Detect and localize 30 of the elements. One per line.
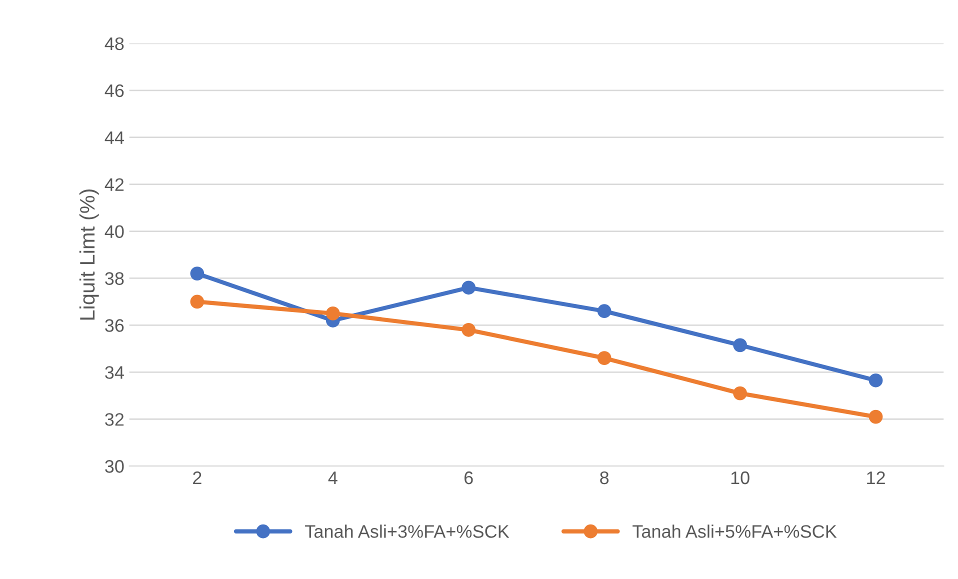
y-tick-label: 34 [105,366,124,379]
x-tick-label: 6 [464,471,473,484]
y-tick-label: 48 [104,37,124,50]
point [597,351,612,366]
point [733,338,747,352]
y-tick-label: 44 [104,131,124,144]
x-tick-label: 8 [600,471,609,484]
x-tick-label: 12 [867,471,885,484]
point [326,306,340,320]
point [190,266,204,280]
point [190,294,204,309]
point [462,322,476,337]
y-tick-label: 36 [105,319,124,332]
y-tick-label: 40 [104,225,124,238]
x-tick-label: 2 [193,471,202,484]
point [868,373,883,388]
x-tick-label: 10 [731,471,750,484]
y-tick-label: 32 [105,413,124,426]
y-tick-label: 46 [104,84,124,98]
legend-label: Tanah Asli+3%FA+%SCK [305,524,510,538]
point [733,386,747,400]
y-tick-label: 30 [105,460,124,473]
legend-label: Tanah Asli+5%FA+%SCK [632,524,837,538]
point [868,410,883,424]
point [462,280,476,295]
y-tick-label: 38 [105,272,124,285]
y-axis-title: Liquit Limt (%) [79,189,99,320]
point [597,304,612,318]
y-tick-label: 42 [104,178,124,191]
x-tick-label: 4 [328,472,338,484]
